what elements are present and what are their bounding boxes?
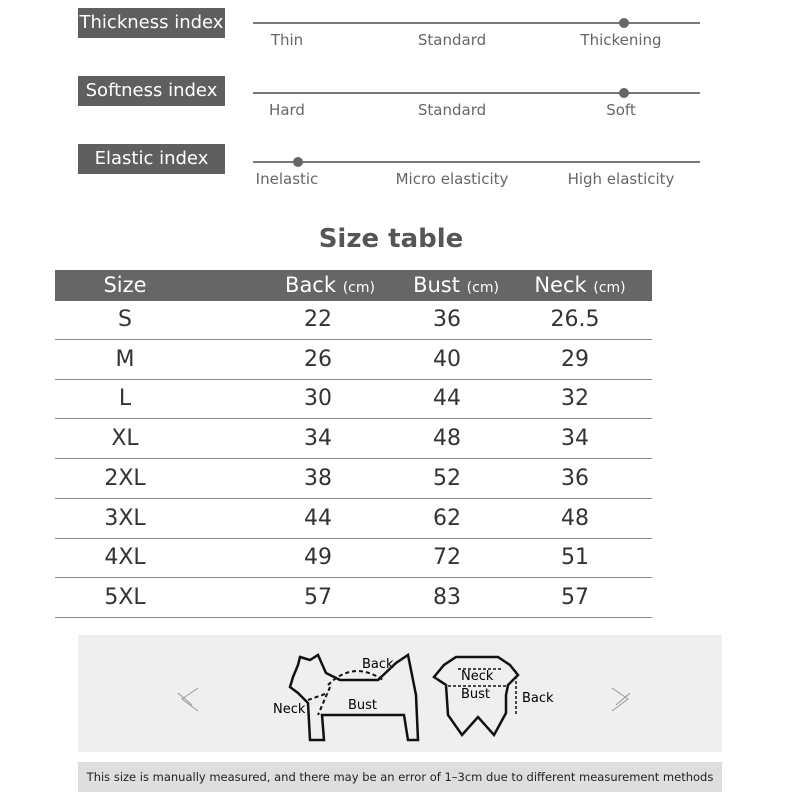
index-marker [619, 18, 629, 28]
table-cell: 3XL [104, 505, 146, 531]
index-tick-label: Standard [417, 31, 487, 49]
table-cell: 40 [433, 346, 461, 372]
table-cell: 57 [561, 584, 589, 610]
index-tick-label: Standard [417, 101, 487, 119]
svg-text:Bust: Bust [348, 698, 377, 713]
index-label: Thickness index [78, 8, 225, 38]
index-marker [293, 157, 303, 167]
index-slider [253, 157, 700, 167]
table-row: 5XL 57 83 57 [55, 577, 652, 618]
table-cell: S [118, 307, 132, 332]
table-cell: 72 [433, 545, 461, 571]
index-tick-label: Thickening [580, 31, 662, 49]
index-label: Elastic index [78, 144, 225, 174]
svg-text:Back: Back [362, 657, 394, 672]
svg-text:Back: Back [522, 691, 554, 706]
table-cell: 83 [433, 584, 461, 610]
table-cell: 22 [304, 307, 332, 332]
table-cell: 26.5 [550, 307, 600, 332]
measurement-diagram: Back Neck Bust Neck Bust Back [78, 635, 722, 752]
index-slider [253, 18, 700, 28]
table-row: M 26 40 29 [55, 339, 652, 380]
table-cell: 30 [304, 386, 332, 412]
table-row: L 30 44 32 [55, 378, 652, 420]
table-cell: 26 [304, 346, 332, 372]
table-cell: 2XL [104, 465, 146, 491]
table-cell: 38 [304, 465, 332, 491]
table-cell: M [115, 346, 135, 372]
table-row: 4XL 49 72 51 [55, 537, 652, 579]
table-cell: 34 [304, 426, 332, 452]
table-cell: 44 [433, 386, 461, 412]
column-header: Neck (cm) [534, 273, 626, 297]
table-row: 2XL 38 52 36 [55, 458, 652, 499]
table-cell: 5XL [104, 584, 146, 610]
table-cell: 48 [561, 505, 589, 531]
column-header: Back (cm) [285, 273, 375, 297]
table-cell: 36 [433, 307, 461, 332]
table-header: Size Back (cm) Bust (cm) Neck (cm) [55, 270, 652, 301]
table-cell: 34 [561, 426, 589, 452]
index-tick-label: Soft [606, 101, 636, 119]
index-slider [253, 88, 700, 98]
garment-outline-icon [432, 655, 520, 738]
dog-outline-icon [288, 652, 420, 742]
index-tick-label: Micro elasticity [395, 170, 509, 188]
table-cell: 29 [561, 346, 589, 372]
table-cell: 52 [433, 465, 461, 491]
table-cell: 32 [561, 386, 589, 412]
table-cell: 57 [304, 584, 332, 610]
index-tick-label: High elasticity [567, 170, 675, 188]
next-arrow-icon[interactable] [611, 687, 631, 712]
svg-text:Neck: Neck [461, 669, 494, 684]
table-cell: 4XL [104, 545, 146, 571]
measurement-disclaimer: This size is manually measured, and ther… [78, 762, 722, 792]
size-table-title: Size table [318, 224, 464, 254]
table-cell: 36 [561, 465, 589, 491]
table-cell: 49 [304, 545, 332, 571]
table-cell: 48 [433, 426, 461, 452]
table-row: 3XL 44 62 48 [55, 498, 652, 539]
column-header: Bust (cm) [413, 273, 499, 297]
index-tick-label: Inelastic [255, 170, 319, 188]
table-row: XL 34 48 34 [55, 418, 652, 460]
table-cell: 51 [561, 545, 589, 571]
column-header: Size [103, 273, 147, 297]
svg-text:Bust: Bust [461, 687, 490, 702]
table-row: S 22 36 26.5 [55, 299, 652, 340]
prev-arrow-icon[interactable] [177, 687, 199, 712]
index-label: Softness index [78, 76, 225, 106]
svg-text:Neck: Neck [273, 702, 306, 717]
table-cell: L [118, 386, 132, 412]
table-cell: 62 [433, 505, 461, 531]
index-marker [619, 88, 629, 98]
index-tick-label: Thin [270, 31, 304, 49]
table-cell: 44 [304, 505, 332, 531]
table-cell: XL [111, 426, 139, 452]
index-tick-label: Hard [269, 101, 305, 119]
